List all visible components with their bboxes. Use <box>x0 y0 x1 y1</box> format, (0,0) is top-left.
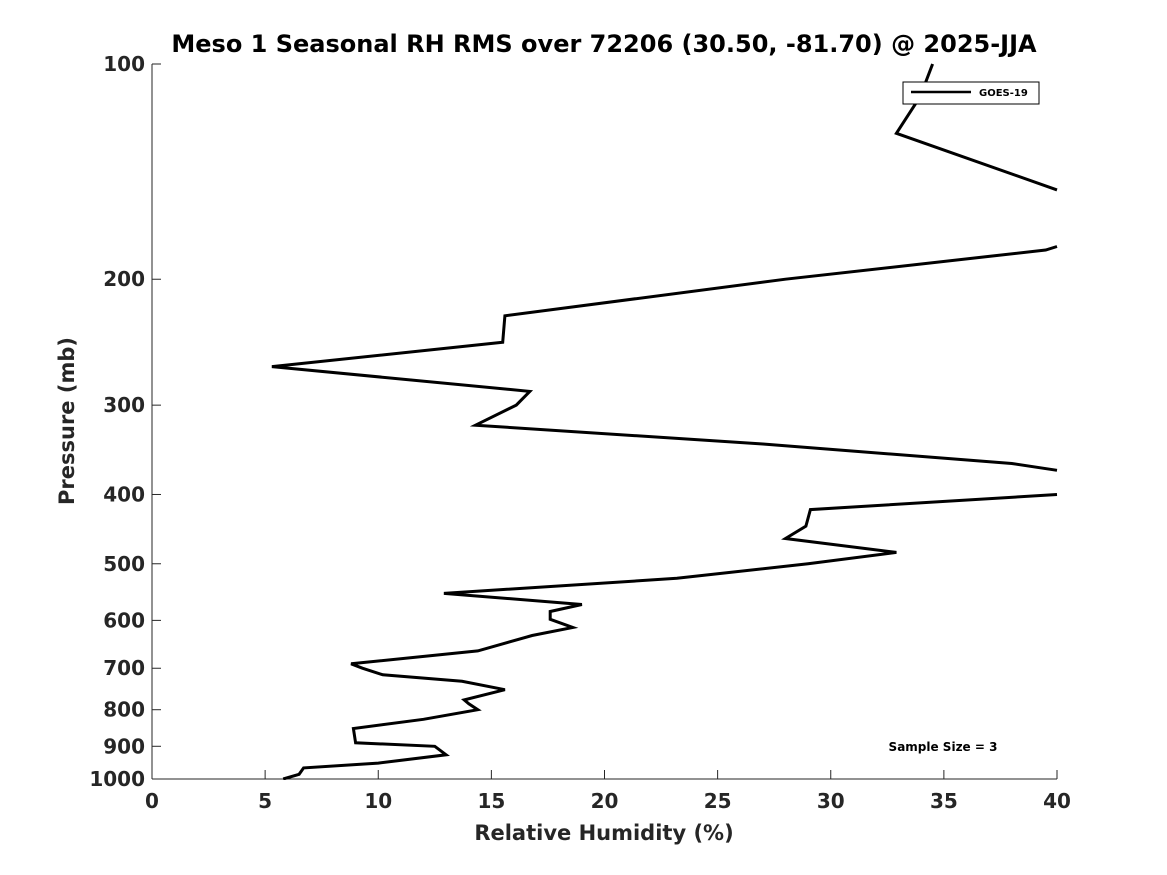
series-line-goes-19 <box>271 63 1058 780</box>
y-tick-label: 1000 <box>89 767 145 791</box>
x-tick-label: 25 <box>704 789 732 813</box>
y-tick-label: 800 <box>103 698 145 722</box>
x-tick-label: 40 <box>1043 789 1071 813</box>
x-tick-label: 0 <box>145 789 159 813</box>
y-tick-label: 900 <box>103 734 145 758</box>
sample-size-annotation: Sample Size = 3 <box>889 740 998 754</box>
y-tick-label: 400 <box>103 482 145 506</box>
series-group <box>271 63 1058 780</box>
x-axis-label: Relative Humidity (%) <box>474 821 733 845</box>
y-tick-label: 300 <box>103 393 145 417</box>
x-tick-label: 5 <box>258 789 272 813</box>
x-tick-label: 30 <box>817 789 845 813</box>
axes <box>151 64 1057 780</box>
chart-title: Meso 1 Seasonal RH RMS over 72206 (30.50… <box>171 30 1037 58</box>
y-tick-label: 100 <box>103 52 145 76</box>
x-tick-label: 35 <box>930 789 958 813</box>
x-tick-label: 20 <box>591 789 619 813</box>
y-tick-label: 500 <box>103 552 145 576</box>
x-tick-label: 10 <box>364 789 392 813</box>
tick-group: 0 5 10 15 20 25 30 35 40 100 200 300 400 500 600 700 800… <box>89 52 1071 813</box>
x-tick-label: 15 <box>477 789 505 813</box>
legend-entry-goes-19: GOES-19 <box>979 88 1028 99</box>
y-tick-label: 600 <box>103 608 145 632</box>
y-tick-label: 700 <box>103 656 145 680</box>
legend: GOES-19 <box>902 81 1040 105</box>
y-axis-label: Pressure (mb) <box>55 337 79 505</box>
y-tick-label: 200 <box>103 267 145 291</box>
